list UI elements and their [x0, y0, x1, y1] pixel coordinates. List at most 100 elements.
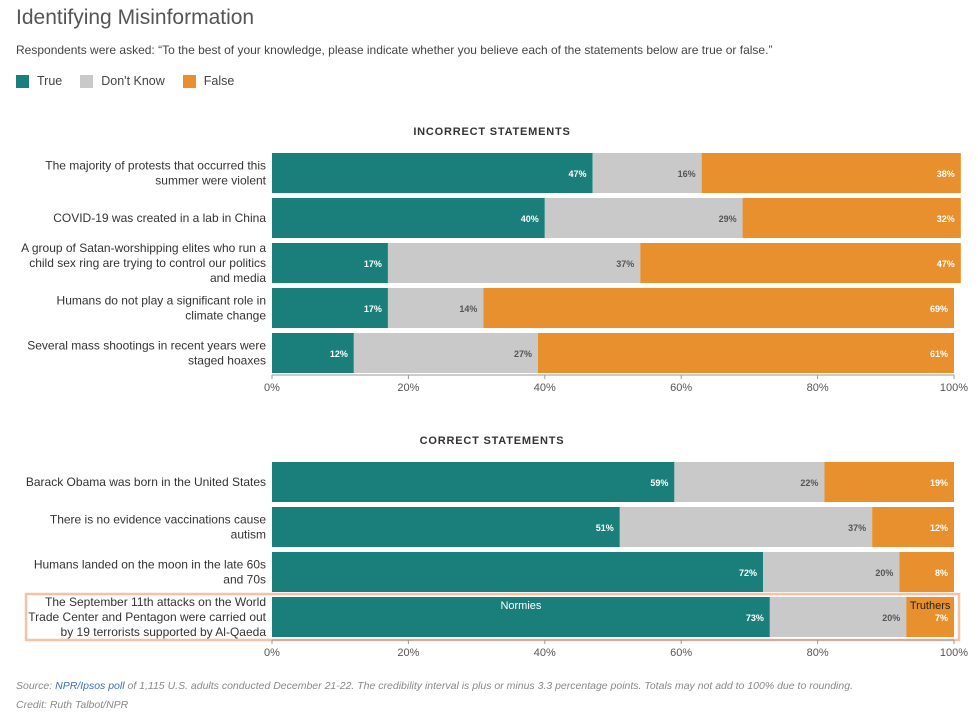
incorrect-category-label: climate change [185, 309, 266, 323]
legend-item-true: True [16, 74, 62, 88]
annotation-normies: Normies [500, 600, 541, 612]
correct-category-label: The September 11th attacks on the World [45, 595, 266, 609]
incorrect-data-label-true: 17% [364, 304, 382, 314]
legend: True Don't Know False [16, 74, 252, 88]
incorrect-category-label: child sex ring are trying to control our… [29, 256, 266, 270]
incorrect-tick-label: 80% [807, 382, 829, 394]
correct-bar-true [272, 597, 770, 637]
incorrect-data-label-false: 47% [937, 259, 955, 269]
incorrect-category-label: and media [210, 271, 266, 285]
incorrect-category-label: Humans do not play a significant role in [57, 294, 266, 308]
incorrect-tick-label: 0% [264, 382, 280, 394]
correct-bar-false [824, 462, 954, 502]
correct-bar-dont-know [619, 507, 873, 547]
correct-data-label-true: 72% [739, 568, 757, 578]
correct-panel-title: CORRECT STATEMENTS [420, 435, 565, 447]
incorrect-data-label-false: 69% [930, 304, 948, 314]
correct-category-label: by 19 terrorists supported by Al-Qaeda [61, 625, 267, 639]
legend-label-dont-know: Don't Know [101, 74, 165, 88]
correct-data-label-dont-know: 37% [848, 523, 866, 533]
chart-title: Identifying Misinformation [16, 6, 255, 29]
incorrect-bar-false [537, 333, 954, 373]
incorrect-category-label: COVID-19 was created in a lab in China [53, 211, 266, 225]
incorrect-bar-dont-know [544, 198, 743, 238]
incorrect-bar-dont-know [592, 153, 702, 193]
incorrect-bar-false [640, 243, 961, 283]
incorrect-tick-label: 100% [940, 382, 968, 394]
correct-tick-label: 100% [940, 647, 968, 659]
incorrect-bar-true [272, 153, 593, 193]
incorrect-data-label-true: 47% [569, 169, 587, 179]
incorrect-data-label-false: 61% [930, 349, 948, 359]
incorrect-tick-label: 40% [534, 382, 556, 394]
correct-category-label: Trade Center and Pentagon were carried o… [28, 610, 266, 624]
correct-bar-true [272, 462, 675, 502]
incorrect-data-label-true: 17% [364, 259, 382, 269]
correct-tick-label: 20% [397, 647, 419, 659]
incorrect-data-label-dont-know: 14% [459, 304, 477, 314]
correct-data-label-false: 12% [930, 523, 948, 533]
incorrect-bar-dont-know [387, 288, 484, 328]
correct-data-label-true: 59% [650, 478, 668, 488]
incorrect-tick-label: 20% [397, 382, 419, 394]
correct-data-label-dont-know: 20% [882, 613, 900, 623]
legend-item-dont-know: Don't Know [80, 74, 165, 88]
correct-data-label-true: 51% [596, 523, 614, 533]
incorrect-category-label: summer were violent [155, 174, 266, 188]
incorrect-data-label-true: 40% [521, 214, 539, 224]
incorrect-tick-label: 60% [670, 382, 692, 394]
incorrect-bar-dont-know [387, 243, 641, 283]
correct-bar-false [906, 597, 954, 637]
correct-tick-label: 0% [264, 647, 280, 659]
incorrect-data-label-dont-know: 37% [616, 259, 634, 269]
incorrect-bar-true [272, 333, 354, 373]
correct-tick-label: 40% [534, 647, 556, 659]
correct-bar-dont-know [769, 597, 907, 637]
correct-bar-true [272, 552, 764, 592]
incorrect-bar-dont-know [353, 333, 538, 373]
annotation-truthers: Truthers [910, 600, 951, 612]
incorrect-data-label-false: 38% [937, 169, 955, 179]
correct-tick-label: 80% [807, 647, 829, 659]
correct-data-label-true: 73% [746, 613, 764, 623]
correct-data-label-dont-know: 20% [875, 568, 893, 578]
correct-bar-dont-know [674, 462, 825, 502]
incorrect-bar-false [742, 198, 961, 238]
correct-bar-false [872, 507, 954, 547]
correct-data-label-false: 19% [930, 478, 948, 488]
correct-tick-label: 60% [670, 647, 692, 659]
incorrect-bar-false [701, 153, 961, 193]
source-link[interactable]: NPR/Ipsos poll [55, 680, 125, 692]
incorrect-panel-title: INCORRECT STATEMENTS [413, 126, 570, 138]
correct-bar-false [899, 552, 954, 592]
incorrect-category-label: The majority of protests that occurred t… [45, 159, 266, 173]
incorrect-bar-true [272, 243, 388, 283]
legend-swatch-dont-know [80, 74, 94, 88]
correct-category-label: autism [231, 528, 266, 542]
source-note: Source: NPR/Ipsos poll of 1,115 U.S. adu… [16, 680, 853, 692]
incorrect-bar-true [272, 198, 545, 238]
source-text: of 1,115 U.S. adults conducted December … [124, 680, 853, 692]
correct-data-label-false: 8% [935, 568, 948, 578]
correct-category-label: Barack Obama was born in the United Stat… [26, 475, 266, 489]
correct-bar-dont-know [763, 552, 900, 592]
incorrect-data-label-dont-know: 16% [678, 169, 696, 179]
legend-swatch-true [16, 74, 29, 88]
correct-category-label: There is no evidence vaccinations cause [50, 513, 266, 527]
incorrect-category-label: staged hoaxes [188, 354, 266, 368]
chart-subtitle: Respondents were asked: “To the best of … [16, 43, 773, 57]
correct-data-label-dont-know: 22% [800, 478, 818, 488]
correct-data-label-false: 7% [935, 613, 948, 623]
incorrect-data-label-dont-know: 27% [514, 349, 532, 359]
correct-category-label: and 70s [223, 573, 266, 587]
source-prefix: Source: [16, 680, 56, 692]
correct-bar-true [272, 507, 620, 547]
incorrect-category-label: Several mass shootings in recent years w… [27, 339, 266, 353]
credit: Credit: Ruth Talbot/NPR [16, 699, 129, 711]
legend-item-false: False [182, 74, 234, 88]
incorrect-data-label-false: 32% [937, 214, 955, 224]
correct-category-label: Humans landed on the moon in the late 60… [34, 558, 266, 572]
legend-label-true: True [37, 74, 63, 88]
incorrect-data-label-dont-know: 29% [719, 214, 737, 224]
